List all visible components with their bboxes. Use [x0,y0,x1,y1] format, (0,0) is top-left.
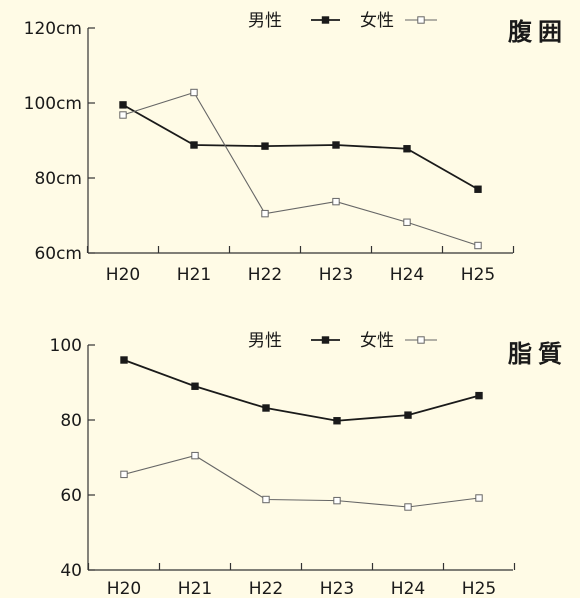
chart-2: 40 60 80 100 H20 H21 H22 H23 H24 H25 男性 女性 脂質 [50,331,568,598]
data-point-male [119,101,127,109]
x-tick-label: H20 [106,265,140,285]
chart-1: 60cm 80cm 100cm 120cm H20 H21 H22 H23 H24 H25 男性 女性… [24,11,568,285]
legend-label-male: 男性 [248,11,282,31]
legend-marker-male [321,336,330,344]
data-point-female [404,503,412,511]
data-point-female [474,241,482,250]
data-point-female [403,218,411,226]
series-line-female [123,455,480,508]
chart-title: 腹囲 [508,18,568,46]
x-tick-label: H22 [248,265,282,285]
y-tick-label: 40 [60,561,82,581]
data-point-female [261,209,269,218]
y-tick-label: 60cm [34,244,82,264]
data-point-female [191,451,199,460]
legend-label-male: 男性 [248,331,282,351]
data-point-female [333,496,341,505]
data-point-male [190,141,198,149]
series-line-male [122,104,479,191]
data-point-male [475,391,483,400]
data-point-female [190,88,198,97]
legend-marker-female [417,16,425,24]
legend-label-female: 女性 [360,331,394,351]
data-point-male [404,411,412,419]
data-point-female [332,197,340,206]
series-line-male [123,359,480,422]
data-point-female [262,495,270,504]
x-tick-label: H21 [178,579,212,598]
data-point-male [403,145,411,153]
series-line-female [122,91,479,247]
data-point-male [191,382,199,390]
chart-title: 脂質 [508,340,568,368]
y-tick-label: 120cm [24,19,82,39]
data-point-male [120,356,128,364]
x-tick-label: H22 [249,579,283,598]
data-point-male [474,185,482,193]
x-tick-label: H23 [319,265,353,285]
data-point-female [475,494,483,502]
data-point-male [261,142,269,150]
legend-marker-female [417,336,425,344]
y-tick-label: 100 [50,336,82,356]
legend-marker-male [321,16,330,24]
data-point-female [119,111,127,119]
x-tick-label: H23 [320,579,354,598]
data-point-male [333,417,341,425]
legend-label-female: 女性 [360,11,394,31]
y-tick-label: 80cm [34,169,82,189]
y-tick-label: 60 [60,486,82,506]
data-point-female [120,470,128,479]
data-point-male [262,404,270,412]
x-tick-label: H24 [391,579,425,598]
x-tick-label: H25 [462,579,496,598]
y-tick-label: 100cm [24,94,82,114]
x-tick-label: H24 [390,265,424,285]
x-tick-label: H21 [177,265,211,285]
data-point-male [332,141,340,149]
x-tick-label: H20 [107,579,141,598]
x-tick-label: H25 [461,265,495,285]
y-tick-label: 80 [60,411,82,431]
